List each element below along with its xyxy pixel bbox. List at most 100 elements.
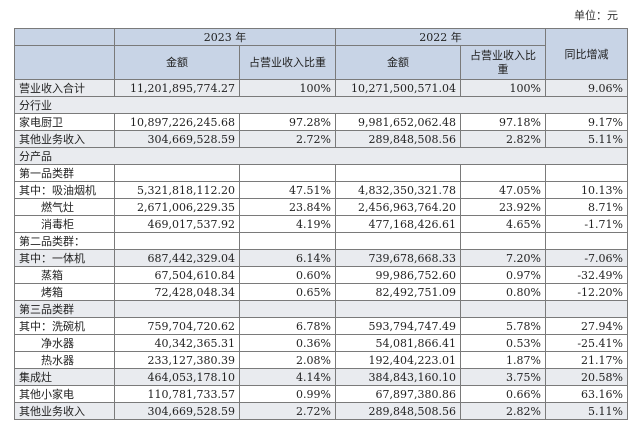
amount-2023-cell: 304,669,528.59	[114, 402, 240, 420]
share-2022-cell: 0.53%	[460, 334, 546, 352]
amount-2023-cell: 5,321,818,112.20	[114, 181, 240, 199]
share-2022-cell: 5.78%	[460, 317, 546, 335]
amount-2022-cell: 4,832,350,321.78	[335, 181, 461, 199]
amount-2022-cell: 9,981,652,062.48	[335, 113, 461, 131]
yoy-cell: 5.11%	[545, 130, 628, 148]
share-2023-cell: 2.72%	[239, 402, 336, 420]
share-2022-cell: 4.65%	[460, 215, 546, 233]
amount-2023-cell: 233,127,380.39	[114, 351, 240, 369]
amount-2023-cell: 759,704,720.62	[114, 317, 240, 335]
header-blank-cell	[14, 28, 115, 46]
table-row: 烤箱 72,428,048.34 0.65% 82,492,751.09 0.80% -1…	[14, 283, 628, 301]
amount-2023-cell: 687,442,329.04	[114, 249, 240, 267]
header-yoy: 同比增减	[545, 28, 628, 80]
unit-label: 单位：元	[574, 9, 618, 22]
share-2023-cell	[239, 300, 336, 318]
amount-2023-cell: 72,428,048.34	[114, 283, 240, 301]
share-2023-cell: 23.84%	[239, 198, 336, 216]
amount-2022-cell: 289,848,508.56	[335, 130, 461, 148]
amount-2022-cell: 739,678,668.33	[335, 249, 461, 267]
table-row: 其他小家电 110,781,733.57 0.99% 67,897,380.86 0.6…	[14, 385, 628, 403]
yoy-cell: 20.58%	[545, 368, 628, 386]
share-2022-cell: 0.80%	[460, 283, 546, 301]
share-2023-cell: 0.65%	[239, 283, 336, 301]
yoy-cell: 21.17%	[545, 351, 628, 369]
table-row: 第二品类群：	[14, 232, 628, 250]
share-2023-cell: 100%	[239, 79, 336, 97]
share-2022-cell: 47.05%	[460, 181, 546, 199]
table-row: 其他业务收入 304,669,528.59 2.72% 289,848,508.56 2…	[14, 130, 628, 148]
amount-2023-cell	[114, 300, 240, 318]
amount-2022-cell: 99,986,752.60	[335, 266, 461, 284]
table-row: 其中：洗碗机 759,704,720.62 6.78% 593,794,747.49 5…	[14, 317, 628, 335]
row-label: 第二品类群：	[14, 232, 115, 250]
share-2022-cell	[460, 232, 546, 250]
row-label: 净水器	[14, 334, 115, 352]
share-2023-cell: 0.60%	[239, 266, 336, 284]
share-2023-cell: 2.72%	[239, 130, 336, 148]
header-amount-2022: 金额	[335, 45, 461, 80]
amount-2023-cell: 40,342,365.31	[114, 334, 240, 352]
amount-2023-cell: 11,201,895,774.27	[114, 79, 240, 97]
row-label: 其中：洗碗机	[14, 317, 115, 335]
yoy-cell: 9.06%	[545, 79, 628, 97]
share-2023-cell: 2.08%	[239, 351, 336, 369]
yoy-cell	[545, 300, 628, 318]
row-label: 其他业务收入	[14, 130, 115, 148]
amount-2023-cell: 464,053,178.10	[114, 368, 240, 386]
share-2022-cell: 100%	[460, 79, 546, 97]
yoy-cell: 8.71%	[545, 198, 628, 216]
share-2022-cell: 2.82%	[460, 402, 546, 420]
row-label: 集成灶	[14, 368, 115, 386]
row-label: 营业收入合计	[14, 79, 115, 97]
table-row: 第三品类群	[14, 300, 628, 318]
amount-2023-cell: 304,669,528.59	[114, 130, 240, 148]
yoy-cell	[545, 232, 628, 250]
yoy-cell: -32.49%	[545, 266, 628, 284]
share-2022-cell: 1.87%	[460, 351, 546, 369]
row-label: 第一品类群	[14, 164, 115, 182]
section-label: 分产品	[14, 147, 628, 165]
header-share-2023: 占营业收入比重	[239, 45, 336, 80]
amount-2023-cell	[114, 232, 240, 250]
amount-2022-cell	[335, 300, 461, 318]
share-2022-cell	[460, 164, 546, 182]
row-label: 家电厨卫	[14, 113, 115, 131]
row-label: 烤箱	[14, 283, 115, 301]
table-row: 消毒柜 469,017,537.92 4.19% 477,168,426.61 4.65…	[14, 215, 628, 233]
row-label: 燃气灶	[14, 198, 115, 216]
table-row: 分产品	[14, 147, 628, 165]
share-2022-cell: 97.18%	[460, 113, 546, 131]
amount-2022-cell: 2,456,963,764.20	[335, 198, 461, 216]
share-2023-cell: 47.51%	[239, 181, 336, 199]
share-2022-cell: 23.92%	[460, 198, 546, 216]
amount-2022-cell: 67,897,380.86	[335, 385, 461, 403]
header-blank-cell-2	[14, 45, 115, 80]
share-2022-cell	[460, 300, 546, 318]
amount-2022-cell: 593,794,747.49	[335, 317, 461, 335]
share-2022-cell: 0.97%	[460, 266, 546, 284]
table-row: 净水器 40,342,365.31 0.36% 54,081,866.41 0.53% -…	[14, 334, 628, 352]
header-year-2023: 2023 年	[114, 28, 336, 46]
yoy-cell	[545, 164, 628, 182]
table-row: 其中：吸油烟机 5,321,818,112.20 47.51% 4,832,350,3…	[14, 181, 628, 199]
yoy-cell: 10.13%	[545, 181, 628, 199]
amount-2022-cell	[335, 232, 461, 250]
share-2022-cell: 0.66%	[460, 385, 546, 403]
share-2023-cell: 4.19%	[239, 215, 336, 233]
table-row: 家电厨卫 10,897,226,245.68 97.28% 9,981,652,062…	[14, 113, 628, 131]
amount-2023-cell: 110,781,733.57	[114, 385, 240, 403]
table-row: 蒸箱 67,504,610.84 0.60% 99,986,752.60 0.97% -3…	[14, 266, 628, 284]
amount-2022-cell: 54,081,866.41	[335, 334, 461, 352]
share-2023-cell: 0.99%	[239, 385, 336, 403]
row-label: 消毒柜	[14, 215, 115, 233]
table-row: 营业收入合计 11,201,895,774.27 100% 10,271,500,57…	[14, 79, 628, 97]
share-2022-cell: 2.82%	[460, 130, 546, 148]
amount-2023-cell: 67,504,610.84	[114, 266, 240, 284]
table-row: 燃气灶 2,671,006,229.35 23.84% 2,456,963,764.2…	[14, 198, 628, 216]
table-row: 热水器 233,127,380.39 2.08% 192,404,223.01 1.87…	[14, 351, 628, 369]
header-share-2022: 占营业收入比重	[460, 45, 546, 80]
section-label: 分行业	[14, 96, 628, 114]
yoy-cell: 9.17%	[545, 113, 628, 131]
row-label: 蒸箱	[14, 266, 115, 284]
